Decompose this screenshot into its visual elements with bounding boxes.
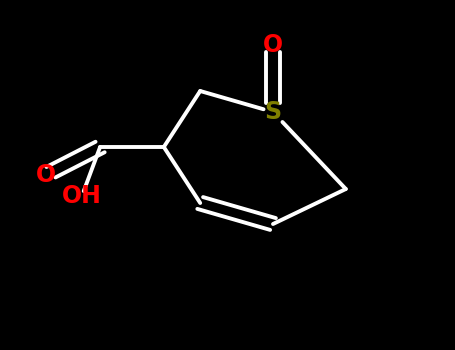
Text: S: S	[264, 100, 282, 124]
Text: O: O	[35, 163, 56, 187]
Text: O: O	[263, 34, 283, 57]
Text: OH: OH	[62, 184, 102, 208]
